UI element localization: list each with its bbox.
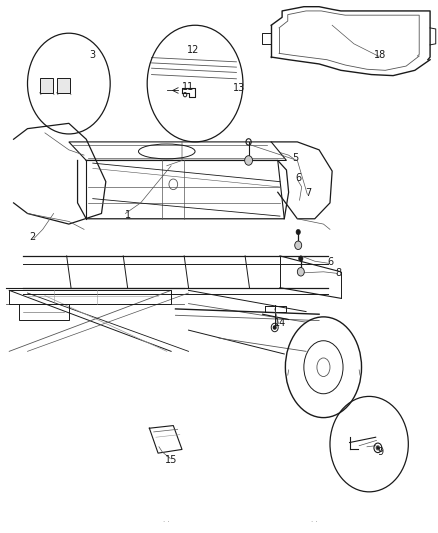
Text: 7: 7: [306, 188, 312, 198]
Text: 8: 8: [336, 268, 342, 278]
Text: 11: 11: [181, 82, 194, 92]
Text: · ·: · ·: [311, 519, 318, 525]
Text: 12: 12: [187, 45, 199, 55]
Circle shape: [273, 326, 276, 329]
Text: 9: 9: [377, 447, 383, 457]
Circle shape: [245, 156, 253, 165]
Text: 5: 5: [292, 153, 298, 163]
Text: 15: 15: [165, 455, 177, 464]
Circle shape: [297, 268, 304, 276]
Text: 18: 18: [374, 51, 386, 60]
Text: 1: 1: [124, 209, 131, 220]
Text: 3: 3: [90, 51, 96, 60]
Text: 6: 6: [327, 257, 333, 267]
Text: · ·: · ·: [163, 519, 170, 525]
Text: 14: 14: [274, 318, 286, 328]
Text: 2: 2: [30, 232, 36, 243]
Circle shape: [299, 256, 303, 261]
Bar: [40, 78, 53, 93]
Bar: [57, 78, 70, 93]
Text: 13: 13: [233, 83, 245, 93]
Circle shape: [296, 229, 300, 235]
Circle shape: [295, 241, 302, 249]
Text: 6: 6: [296, 173, 302, 183]
Circle shape: [377, 447, 379, 449]
